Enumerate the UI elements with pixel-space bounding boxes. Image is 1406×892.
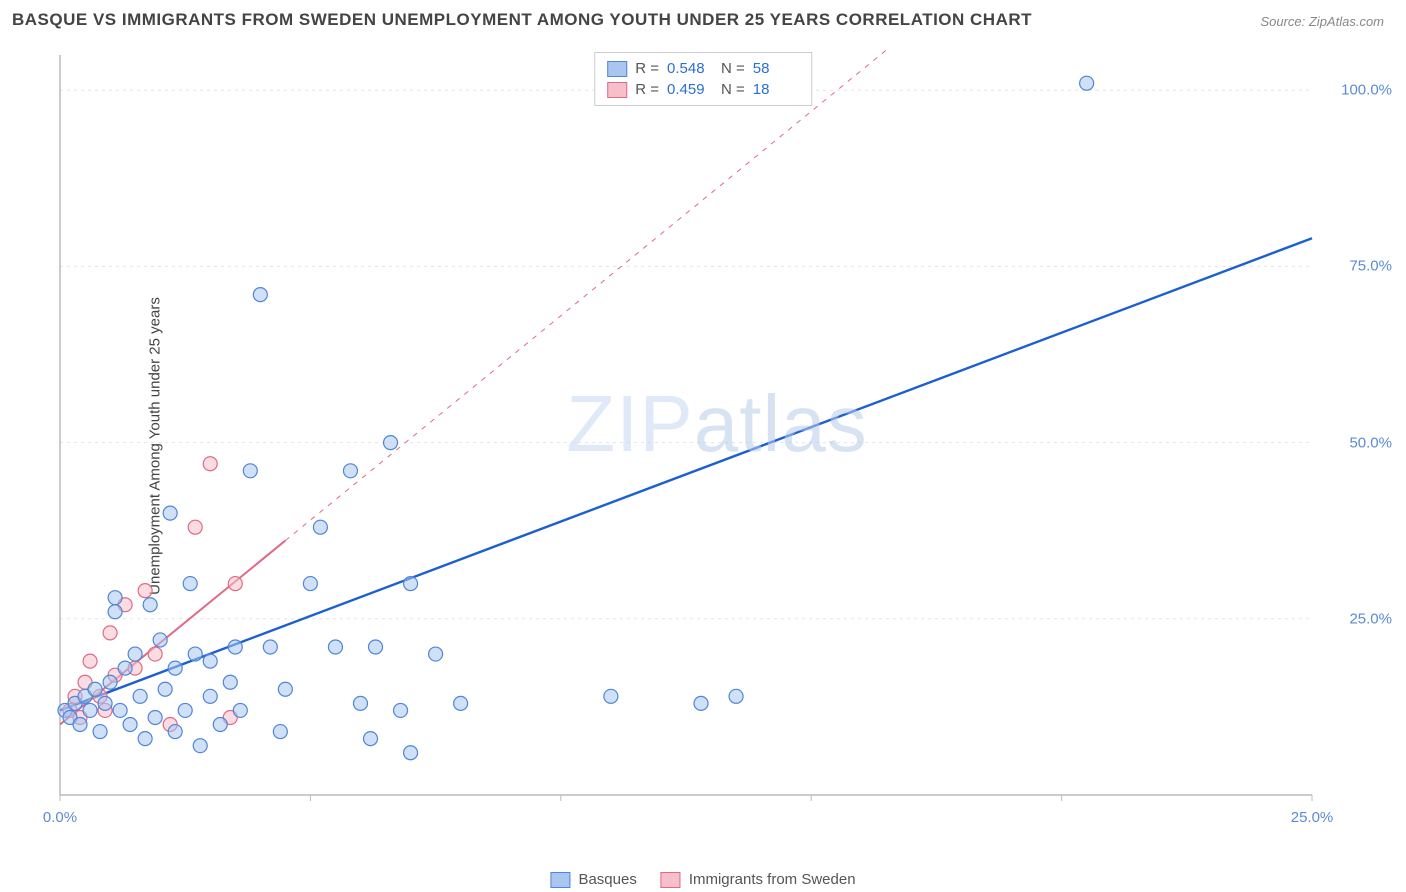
r-label: R = xyxy=(635,60,659,77)
legend-swatch-sweden xyxy=(661,872,681,888)
chart-title: BASQUE VS IMMIGRANTS FROM SWEDEN UNEMPLO… xyxy=(12,10,1032,30)
n-value: 18 xyxy=(753,81,799,98)
x-tick-label: 0.0% xyxy=(43,809,77,826)
legend-swatch-basques xyxy=(550,872,570,888)
swatch-sweden xyxy=(607,82,627,98)
scatter-chart xyxy=(52,45,1382,835)
r-value: 0.548 xyxy=(667,60,713,77)
swatch-basques xyxy=(607,61,627,77)
legend-item-sweden: Immigrants from Sweden xyxy=(661,871,856,888)
stats-row-sweden: R = 0.459 N = 18 xyxy=(607,79,799,100)
stats-row-basques: R = 0.548 N = 58 xyxy=(607,58,799,79)
plot-area: ZIPatlas xyxy=(52,45,1382,835)
legend-item-basques: Basques xyxy=(550,871,636,888)
stats-legend: R = 0.548 N = 58 R = 0.459 N = 18 xyxy=(594,52,812,106)
n-label: N = xyxy=(721,60,745,77)
y-tick-label: 100.0% xyxy=(1341,82,1392,99)
n-label: N = xyxy=(721,81,745,98)
x-tick-label: 25.0% xyxy=(1291,809,1334,826)
n-value: 58 xyxy=(753,60,799,77)
legend-label: Immigrants from Sweden xyxy=(689,871,856,888)
r-value: 0.459 xyxy=(667,81,713,98)
y-tick-label: 25.0% xyxy=(1349,610,1392,627)
series-legend: Basques Immigrants from Sweden xyxy=(550,871,855,888)
y-tick-label: 75.0% xyxy=(1349,258,1392,275)
y-tick-label: 50.0% xyxy=(1349,434,1392,451)
source-label: Source: ZipAtlas.com xyxy=(1260,14,1384,29)
legend-label: Basques xyxy=(578,871,636,888)
r-label: R = xyxy=(635,81,659,98)
